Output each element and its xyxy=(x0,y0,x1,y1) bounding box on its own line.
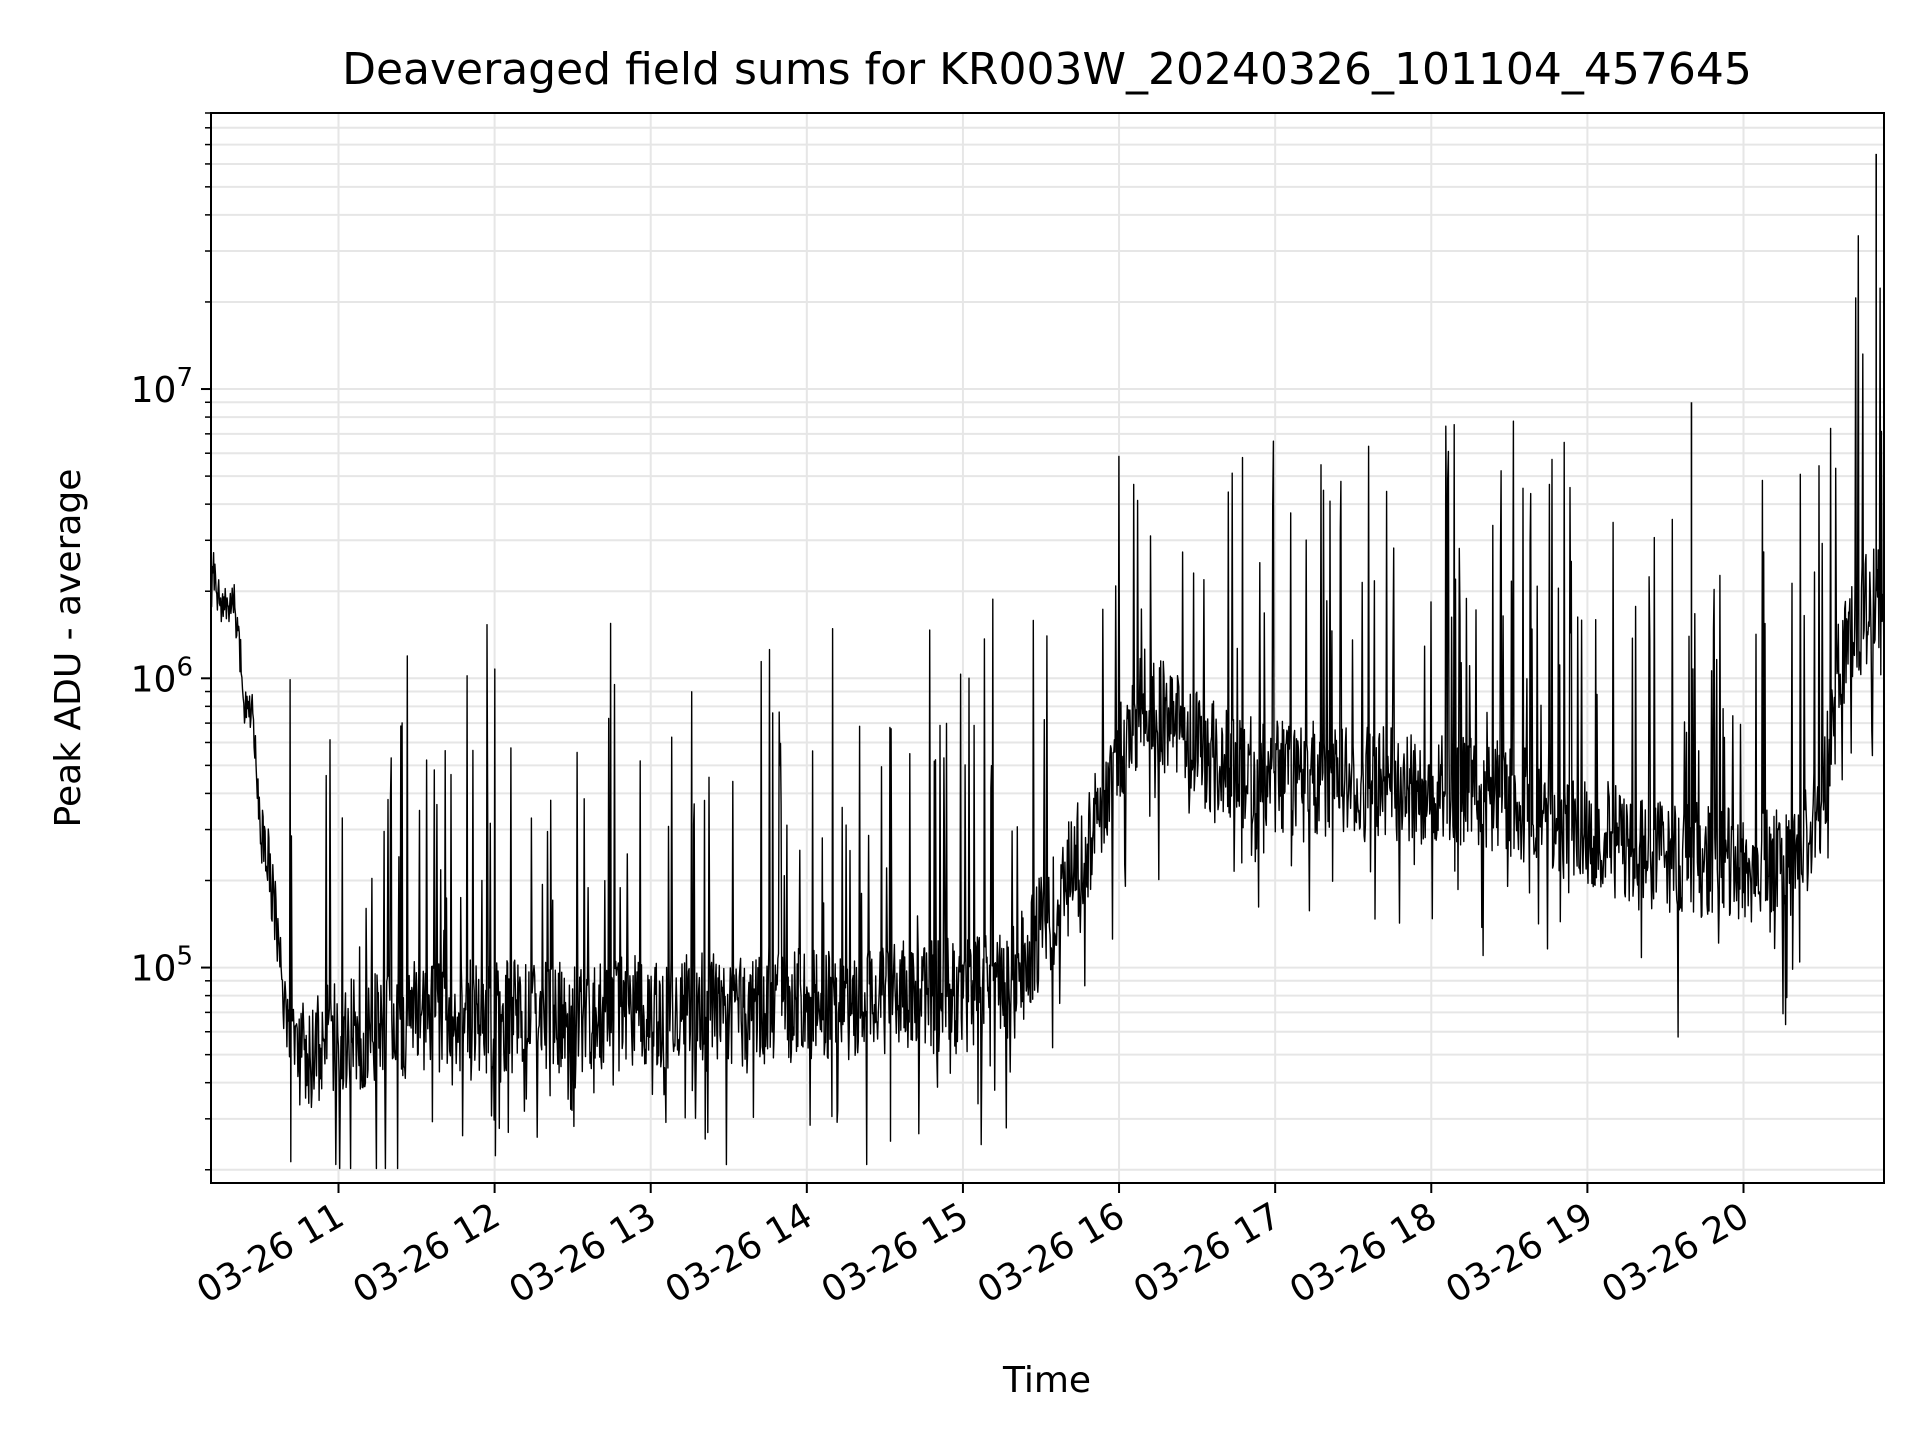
x-axis-label: Time xyxy=(1002,1360,1091,1401)
data-series-line xyxy=(210,235,1885,1170)
plot-frame xyxy=(210,112,1885,1184)
chart-title: Deaveraged field sums for KR003W_2024032… xyxy=(342,44,1752,95)
y-tick-label: 107 xyxy=(131,363,193,411)
y-axis-label: Peak ADU - average xyxy=(48,469,89,828)
y-tick-label: 105 xyxy=(131,942,193,990)
plot-area xyxy=(210,112,1885,1184)
y-axis-ticks: 105 106 107 xyxy=(131,112,211,1171)
y-tick-label: 106 xyxy=(131,652,193,700)
